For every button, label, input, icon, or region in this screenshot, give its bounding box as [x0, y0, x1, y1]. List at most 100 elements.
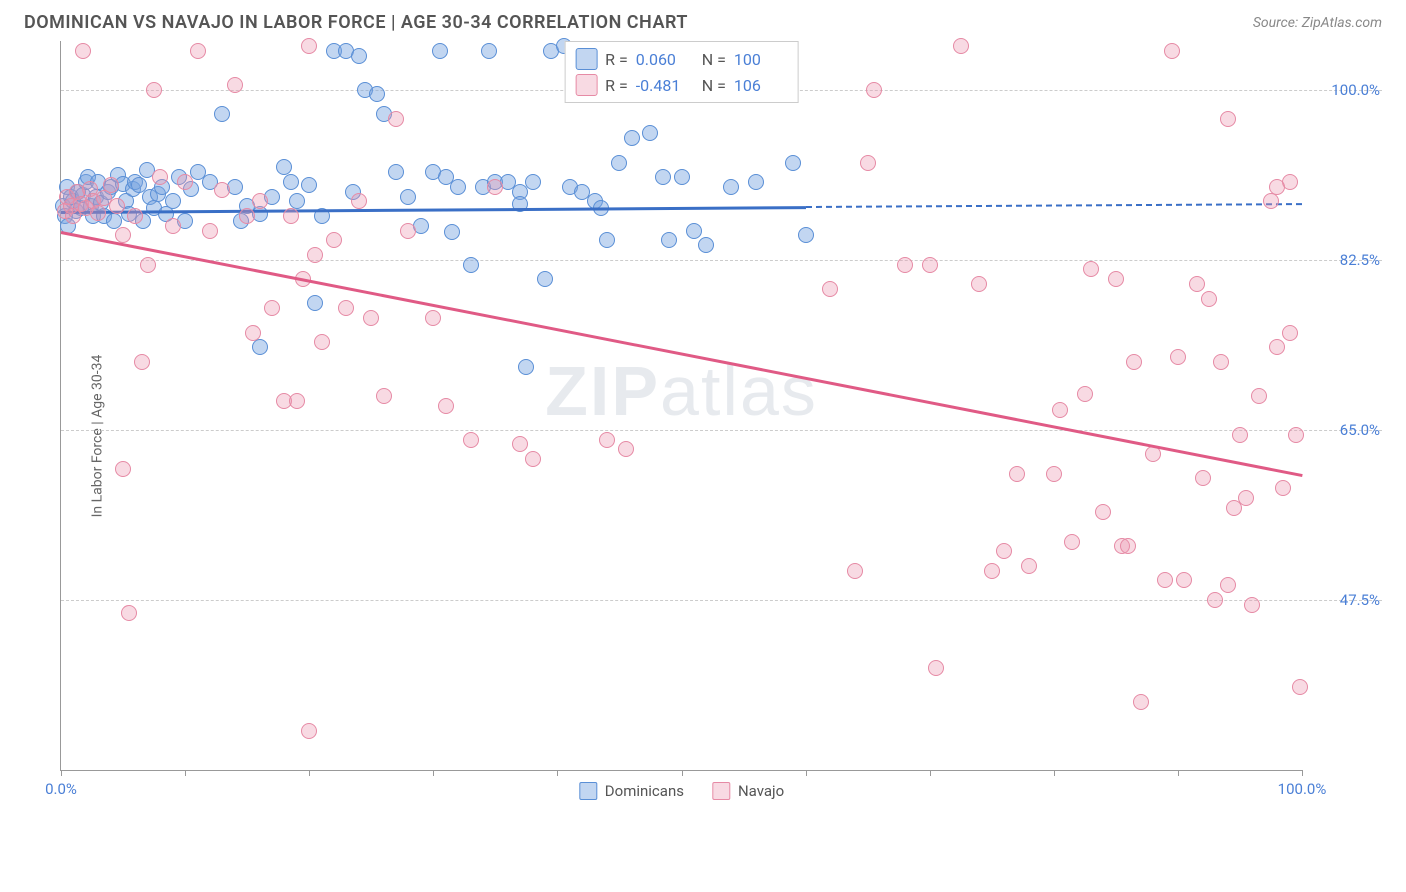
data-point: [1238, 490, 1254, 506]
data-point: [1083, 261, 1099, 277]
data-point: [1288, 427, 1304, 443]
data-point: [214, 182, 230, 198]
legend-swatch: [712, 782, 730, 800]
y-tick-label: 82.5%: [1340, 251, 1380, 269]
data-point: [326, 232, 342, 248]
data-point: [1251, 388, 1267, 404]
data-point: [525, 174, 541, 190]
data-point: [369, 86, 385, 102]
r-value: -0.481: [636, 76, 690, 95]
chart-title: DOMINICAN VS NAVAJO IN LABOR FORCE | AGE…: [24, 12, 688, 33]
n-value: 100: [734, 50, 788, 69]
series-legend-item: Navajo: [712, 782, 784, 800]
data-point: [75, 43, 91, 59]
gridline: [61, 600, 1382, 601]
data-point: [1269, 179, 1285, 195]
data-point: [1170, 349, 1186, 365]
data-point: [90, 205, 106, 221]
data-point: [165, 218, 181, 234]
stats-legend-row: R =0.060 N =100: [575, 46, 788, 72]
data-point: [624, 130, 640, 146]
data-point: [134, 354, 150, 370]
data-point: [1052, 402, 1068, 418]
data-point: [1207, 592, 1223, 608]
trend-line: [61, 231, 1302, 476]
data-point: [146, 82, 162, 98]
data-point: [388, 111, 404, 127]
watermark: ZIPatlas: [545, 351, 818, 431]
data-point: [140, 257, 156, 273]
stats-legend: R =0.060 N =100R =-0.481 N =106: [564, 41, 799, 103]
x-tick: [930, 770, 931, 776]
r-value: 0.060: [636, 50, 690, 69]
data-point: [866, 82, 882, 98]
r-label: R =: [605, 76, 628, 95]
data-point: [376, 388, 392, 404]
data-point: [1133, 694, 1149, 710]
data-point: [481, 43, 497, 59]
data-point: [611, 155, 627, 171]
data-point: [1176, 572, 1192, 588]
data-point: [245, 325, 261, 341]
data-point: [115, 461, 131, 477]
data-point: [1046, 466, 1062, 482]
data-point: [1220, 111, 1236, 127]
x-tick-label: 0.0%: [45, 780, 77, 798]
data-point: [283, 208, 299, 224]
x-tick: [185, 770, 186, 776]
n-value: 106: [734, 76, 788, 95]
x-tick: [1054, 770, 1055, 776]
data-point: [444, 224, 460, 240]
data-point: [1064, 534, 1080, 550]
data-point: [996, 543, 1012, 559]
data-point: [512, 436, 528, 452]
data-point: [798, 227, 814, 243]
data-point: [214, 106, 230, 122]
legend-swatch: [579, 782, 597, 800]
data-point: [1189, 276, 1205, 292]
data-point: [674, 169, 690, 185]
data-point: [252, 339, 268, 355]
x-tick-label: 100.0%: [1278, 780, 1327, 798]
data-point: [487, 179, 503, 195]
data-point: [432, 43, 448, 59]
data-point: [1077, 386, 1093, 402]
data-point: [338, 300, 354, 316]
data-point: [525, 451, 541, 467]
data-point: [822, 281, 838, 297]
data-point: [239, 208, 255, 224]
data-point: [518, 359, 534, 375]
legend-swatch: [575, 74, 597, 96]
x-tick: [806, 770, 807, 776]
data-point: [1244, 597, 1260, 613]
gridline: [61, 430, 1382, 431]
y-tick-label: 65.0%: [1340, 421, 1380, 439]
data-point: [115, 227, 131, 243]
x-tick: [61, 770, 62, 776]
data-point: [190, 43, 206, 59]
trend-line-extrapolated: [806, 203, 1302, 208]
x-tick: [1302, 770, 1303, 776]
y-tick-label: 100.0%: [1331, 81, 1380, 99]
data-point: [1275, 480, 1291, 496]
data-point: [599, 432, 615, 448]
data-point: [971, 276, 987, 292]
data-point: [984, 563, 1000, 579]
x-tick: [309, 770, 310, 776]
data-point: [202, 223, 218, 239]
x-tick: [557, 770, 558, 776]
chart-area: In Labor Force | Age 30-34 ZIPatlas R =0…: [60, 41, 1382, 831]
data-point: [351, 48, 367, 64]
data-point: [655, 169, 671, 185]
data-point: [1120, 538, 1136, 554]
x-tick: [1178, 770, 1179, 776]
data-point: [1201, 291, 1217, 307]
data-point: [1021, 558, 1037, 574]
r-label: R =: [605, 50, 628, 69]
data-point: [425, 310, 441, 326]
data-point: [1263, 193, 1279, 209]
data-point: [1095, 504, 1111, 520]
data-point: [127, 208, 143, 224]
data-point: [1164, 43, 1180, 59]
n-label: N =: [698, 76, 726, 95]
